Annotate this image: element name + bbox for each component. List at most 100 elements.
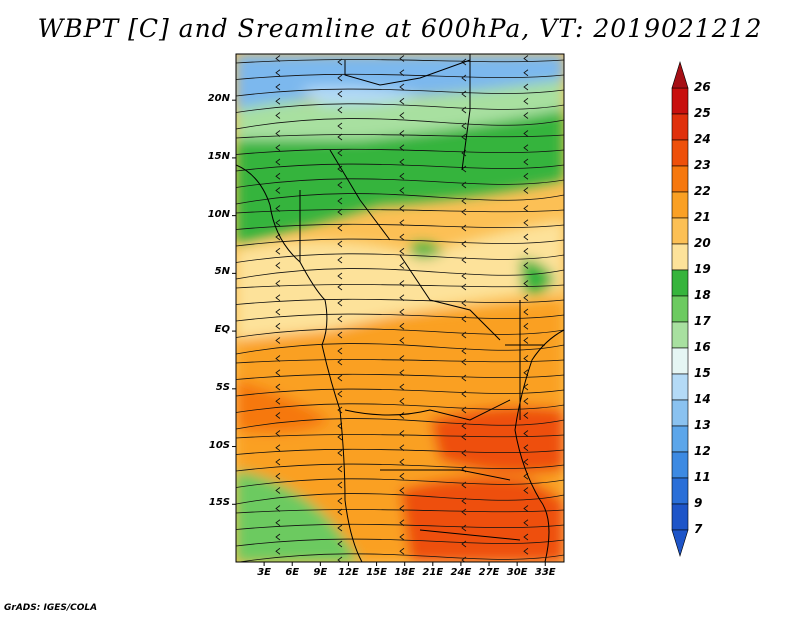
streamline [236, 103, 564, 113]
streamline-arrow [337, 390, 343, 398]
streamline-arrow [337, 122, 343, 130]
streamline-arrow [275, 444, 281, 452]
streamline-arrow [337, 315, 343, 323]
streamline-arrow [399, 55, 405, 62]
lat-label: 15N [207, 150, 230, 162]
lon-label: 30E [506, 567, 528, 578]
colorbar-swatch [671, 399, 689, 427]
streamline-arrow [523, 487, 529, 494]
lon-label: 12E [338, 567, 359, 578]
streamline-arrow [523, 233, 529, 241]
lat-label: 20N [207, 93, 230, 105]
streamline [236, 523, 564, 530]
streamline-arrow [523, 430, 529, 437]
streamline-arrow [399, 487, 405, 494]
green-patch-central [410, 243, 445, 258]
streamline-arrow [399, 337, 405, 344]
streamline [236, 209, 564, 214]
colorbar-swatch [671, 451, 689, 479]
streamline-arrow [399, 83, 405, 91]
streamline-arrow [399, 294, 405, 302]
streamline [236, 328, 564, 338]
streamline-arrow [523, 322, 529, 330]
colorbar-label: 13 [694, 418, 711, 432]
streamline-arrow [523, 458, 529, 466]
streamline-arrow [337, 283, 343, 291]
streamline-arrow [399, 458, 405, 466]
streamline-arrow [461, 433, 467, 441]
streamline-arrow [461, 197, 467, 205]
streamline-arrow [337, 197, 343, 205]
streamline-arrow [337, 449, 343, 457]
streamline-arrow [523, 397, 529, 405]
streamline [236, 493, 564, 505]
streamline-arrow [461, 358, 467, 366]
colorbar-swatch [671, 347, 689, 375]
streamline [236, 134, 564, 139]
streamline [236, 118, 564, 130]
streamline-arrow [399, 130, 405, 137]
streamline-arrow [461, 524, 467, 532]
streamline [236, 59, 564, 64]
streamline-arrow [461, 422, 467, 430]
colorbar-swatch [671, 321, 689, 349]
streamline [236, 553, 564, 562]
streamline-arrow [461, 122, 467, 130]
colorbar-swatch [671, 165, 689, 193]
colorbar [671, 60, 689, 558]
streamline-arrow [523, 219, 529, 227]
colorbar-label: 14 [694, 392, 711, 406]
streamline [236, 509, 564, 514]
streamline-arrow [275, 262, 281, 269]
streamline-arrow [399, 533, 405, 541]
streamline-arrow [275, 322, 281, 330]
streamline-arrow [461, 331, 467, 339]
streamline-arrow [461, 374, 467, 382]
streamline-arrow [275, 219, 281, 227]
streamline-arrow [337, 272, 343, 280]
streamline-arrow [399, 187, 405, 194]
streamline-arrow [337, 224, 343, 232]
streamline [236, 418, 564, 430]
streamline-arrow [399, 519, 405, 527]
streamline-arrow [461, 556, 467, 562]
streamline [236, 403, 564, 413]
streamline-arrow [275, 505, 281, 512]
colorbar-label: 24 [694, 132, 711, 146]
streamline-arrow [461, 208, 467, 216]
mild-band-central [236, 220, 564, 340]
streamline-arrow [523, 355, 529, 362]
colorbar-label: 25 [694, 106, 711, 120]
lon-label: 21E [422, 567, 444, 578]
colorbar-label: 21 [694, 210, 711, 224]
streamline-arrow [337, 524, 343, 532]
streamline-arrow [275, 383, 281, 391]
colorbar-swatch [671, 269, 689, 297]
streamline-arrow [275, 308, 281, 316]
streamline-arrow [337, 149, 343, 157]
streamline-arrow [275, 533, 281, 541]
streamline-arrow [337, 540, 343, 548]
streamline-arrow [399, 233, 405, 241]
streamline-arrow [461, 240, 467, 248]
streamline-arrow [337, 465, 343, 473]
streamline-arrow [461, 90, 467, 98]
streamline-arrow [523, 472, 529, 480]
streamline-arrow [523, 55, 529, 62]
streamline-arrow [461, 347, 467, 355]
green-patch-east [520, 258, 555, 294]
streamline-arrow [523, 444, 529, 452]
streamline-arrow [275, 187, 281, 194]
colorbar-swatch [671, 139, 689, 167]
colorbar-top-arrow [671, 60, 689, 89]
streamline-arrow [275, 487, 281, 494]
streamline-arrow [275, 355, 281, 362]
streamline-arrow [523, 308, 529, 316]
colorbar-label: 15 [694, 366, 711, 380]
streamline-arrow [275, 69, 281, 77]
streamline [236, 193, 564, 205]
streamline [236, 284, 564, 289]
lon-label: 9E [313, 567, 328, 578]
lon-label: 6E [285, 567, 300, 578]
